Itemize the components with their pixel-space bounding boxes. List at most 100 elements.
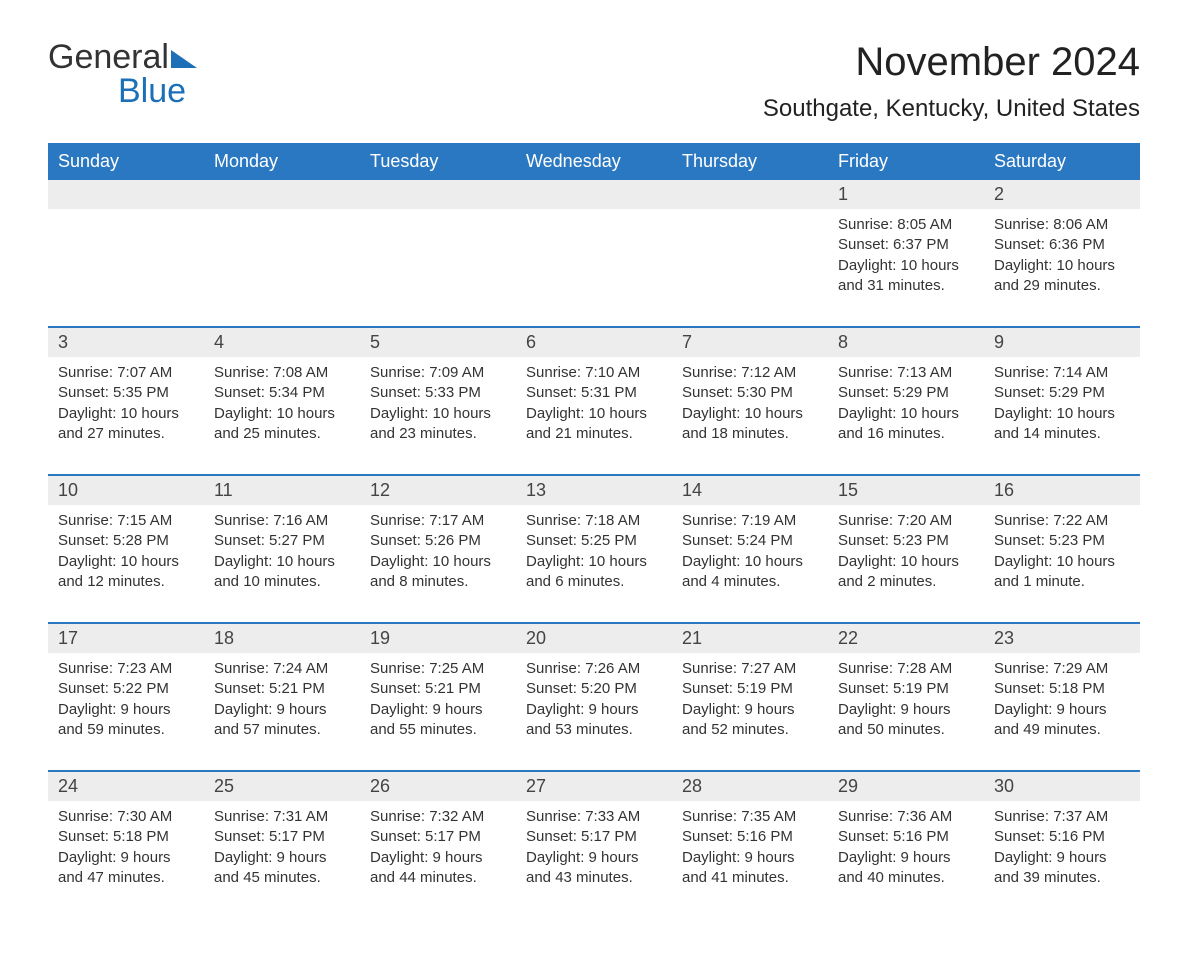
calendar-day-cell: 29Sunrise: 7:36 AMSunset: 5:16 PMDayligh… — [828, 771, 984, 918]
day-body: Sunrise: 7:12 AMSunset: 5:30 PMDaylight:… — [672, 357, 828, 474]
sunset-text: Sunset: 5:23 PM — [838, 531, 974, 551]
calendar-week-row: 3Sunrise: 7:07 AMSunset: 5:35 PMDaylight… — [48, 327, 1140, 475]
calendar-day-cell: 24Sunrise: 7:30 AMSunset: 5:18 PMDayligh… — [48, 771, 204, 918]
sunrise-text: Sunrise: 7:24 AM — [214, 659, 350, 679]
calendar-day-cell: 17Sunrise: 7:23 AMSunset: 5:22 PMDayligh… — [48, 623, 204, 771]
daylight-text: Daylight: 10 hours and 14 minutes. — [994, 404, 1130, 445]
day-body: Sunrise: 7:10 AMSunset: 5:31 PMDaylight:… — [516, 357, 672, 474]
day-body: Sunrise: 7:26 AMSunset: 5:20 PMDaylight:… — [516, 653, 672, 770]
sunset-text: Sunset: 5:25 PM — [526, 531, 662, 551]
calendar-day-cell — [48, 180, 204, 327]
day-number: 18 — [204, 624, 360, 653]
sunset-text: Sunset: 5:16 PM — [994, 827, 1130, 847]
day-body: Sunrise: 7:30 AMSunset: 5:18 PMDaylight:… — [48, 801, 204, 918]
day-number — [204, 180, 360, 209]
sunset-text: Sunset: 5:21 PM — [214, 679, 350, 699]
day-body: Sunrise: 7:16 AMSunset: 5:27 PMDaylight:… — [204, 505, 360, 622]
day-body: Sunrise: 7:25 AMSunset: 5:21 PMDaylight:… — [360, 653, 516, 770]
sunrise-text: Sunrise: 7:20 AM — [838, 511, 974, 531]
daylight-text: Daylight: 9 hours and 52 minutes. — [682, 700, 818, 741]
day-number: 5 — [360, 328, 516, 357]
sunrise-text: Sunrise: 7:10 AM — [526, 363, 662, 383]
daylight-text: Daylight: 10 hours and 2 minutes. — [838, 552, 974, 593]
calendar-day-cell — [360, 180, 516, 327]
day-number: 25 — [204, 772, 360, 801]
sunrise-text: Sunrise: 7:27 AM — [682, 659, 818, 679]
sunset-text: Sunset: 5:17 PM — [370, 827, 506, 847]
day-number: 27 — [516, 772, 672, 801]
sunset-text: Sunset: 5:22 PM — [58, 679, 194, 699]
weekday-header: Monday — [204, 143, 360, 180]
day-body: Sunrise: 7:20 AMSunset: 5:23 PMDaylight:… — [828, 505, 984, 622]
sunrise-text: Sunrise: 7:14 AM — [994, 363, 1130, 383]
daylight-text: Daylight: 9 hours and 44 minutes. — [370, 848, 506, 889]
day-body: Sunrise: 7:17 AMSunset: 5:26 PMDaylight:… — [360, 505, 516, 622]
sunrise-text: Sunrise: 7:19 AM — [682, 511, 818, 531]
calendar-day-cell: 22Sunrise: 7:28 AMSunset: 5:19 PMDayligh… — [828, 623, 984, 771]
day-number — [48, 180, 204, 209]
sunrise-text: Sunrise: 7:23 AM — [58, 659, 194, 679]
day-body: Sunrise: 7:19 AMSunset: 5:24 PMDaylight:… — [672, 505, 828, 622]
calendar-day-cell: 20Sunrise: 7:26 AMSunset: 5:20 PMDayligh… — [516, 623, 672, 771]
day-number: 4 — [204, 328, 360, 357]
sunset-text: Sunset: 5:19 PM — [682, 679, 818, 699]
calendar-day-cell: 9Sunrise: 7:14 AMSunset: 5:29 PMDaylight… — [984, 327, 1140, 475]
calendar-day-cell: 12Sunrise: 7:17 AMSunset: 5:26 PMDayligh… — [360, 475, 516, 623]
sunrise-text: Sunrise: 7:26 AM — [526, 659, 662, 679]
calendar-day-cell: 5Sunrise: 7:09 AMSunset: 5:33 PMDaylight… — [360, 327, 516, 475]
sunrise-text: Sunrise: 7:15 AM — [58, 511, 194, 531]
calendar-day-cell: 25Sunrise: 7:31 AMSunset: 5:17 PMDayligh… — [204, 771, 360, 918]
day-body: Sunrise: 7:33 AMSunset: 5:17 PMDaylight:… — [516, 801, 672, 918]
calendar-table: Sunday Monday Tuesday Wednesday Thursday… — [48, 143, 1140, 918]
day-number: 29 — [828, 772, 984, 801]
day-number: 13 — [516, 476, 672, 505]
month-title: November 2024 — [763, 40, 1140, 85]
sunset-text: Sunset: 5:35 PM — [58, 383, 194, 403]
calendar-day-cell: 11Sunrise: 7:16 AMSunset: 5:27 PMDayligh… — [204, 475, 360, 623]
sunset-text: Sunset: 5:27 PM — [214, 531, 350, 551]
day-body: Sunrise: 7:23 AMSunset: 5:22 PMDaylight:… — [48, 653, 204, 770]
day-number: 30 — [984, 772, 1140, 801]
calendar-day-cell — [516, 180, 672, 327]
calendar-day-cell: 28Sunrise: 7:35 AMSunset: 5:16 PMDayligh… — [672, 771, 828, 918]
day-body: Sunrise: 7:27 AMSunset: 5:19 PMDaylight:… — [672, 653, 828, 770]
sunset-text: Sunset: 5:34 PM — [214, 383, 350, 403]
day-number: 14 — [672, 476, 828, 505]
day-body: Sunrise: 7:29 AMSunset: 5:18 PMDaylight:… — [984, 653, 1140, 770]
sunrise-text: Sunrise: 7:09 AM — [370, 363, 506, 383]
sunrise-text: Sunrise: 7:31 AM — [214, 807, 350, 827]
sunset-text: Sunset: 5:23 PM — [994, 531, 1130, 551]
sunrise-text: Sunrise: 7:35 AM — [682, 807, 818, 827]
day-number: 22 — [828, 624, 984, 653]
day-body: Sunrise: 8:05 AMSunset: 6:37 PMDaylight:… — [828, 209, 984, 326]
daylight-text: Daylight: 9 hours and 43 minutes. — [526, 848, 662, 889]
daylight-text: Daylight: 10 hours and 25 minutes. — [214, 404, 350, 445]
sunrise-text: Sunrise: 7:17 AM — [370, 511, 506, 531]
day-number: 28 — [672, 772, 828, 801]
daylight-text: Daylight: 10 hours and 8 minutes. — [370, 552, 506, 593]
daylight-text: Daylight: 9 hours and 59 minutes. — [58, 700, 194, 741]
location: Southgate, Kentucky, United States — [763, 95, 1140, 123]
weekday-header: Thursday — [672, 143, 828, 180]
sunrise-text: Sunrise: 7:12 AM — [682, 363, 818, 383]
calendar-week-row: 17Sunrise: 7:23 AMSunset: 5:22 PMDayligh… — [48, 623, 1140, 771]
day-body: Sunrise: 7:18 AMSunset: 5:25 PMDaylight:… — [516, 505, 672, 622]
logo-triangle-icon — [171, 50, 197, 68]
weekday-header: Saturday — [984, 143, 1140, 180]
sunset-text: Sunset: 5:29 PM — [994, 383, 1130, 403]
calendar-week-row: 24Sunrise: 7:30 AMSunset: 5:18 PMDayligh… — [48, 771, 1140, 918]
day-number: 16 — [984, 476, 1140, 505]
sunset-text: Sunset: 5:17 PM — [214, 827, 350, 847]
sunrise-text: Sunrise: 7:29 AM — [994, 659, 1130, 679]
calendar-week-row: 10Sunrise: 7:15 AMSunset: 5:28 PMDayligh… — [48, 475, 1140, 623]
day-number: 19 — [360, 624, 516, 653]
day-number: 23 — [984, 624, 1140, 653]
calendar-day-cell: 23Sunrise: 7:29 AMSunset: 5:18 PMDayligh… — [984, 623, 1140, 771]
sunset-text: Sunset: 5:16 PM — [838, 827, 974, 847]
daylight-text: Daylight: 10 hours and 1 minute. — [994, 552, 1130, 593]
day-number: 8 — [828, 328, 984, 357]
sunrise-text: Sunrise: 7:32 AM — [370, 807, 506, 827]
daylight-text: Daylight: 10 hours and 31 minutes. — [838, 256, 974, 297]
calendar-day-cell: 15Sunrise: 7:20 AMSunset: 5:23 PMDayligh… — [828, 475, 984, 623]
sunset-text: Sunset: 5:21 PM — [370, 679, 506, 699]
